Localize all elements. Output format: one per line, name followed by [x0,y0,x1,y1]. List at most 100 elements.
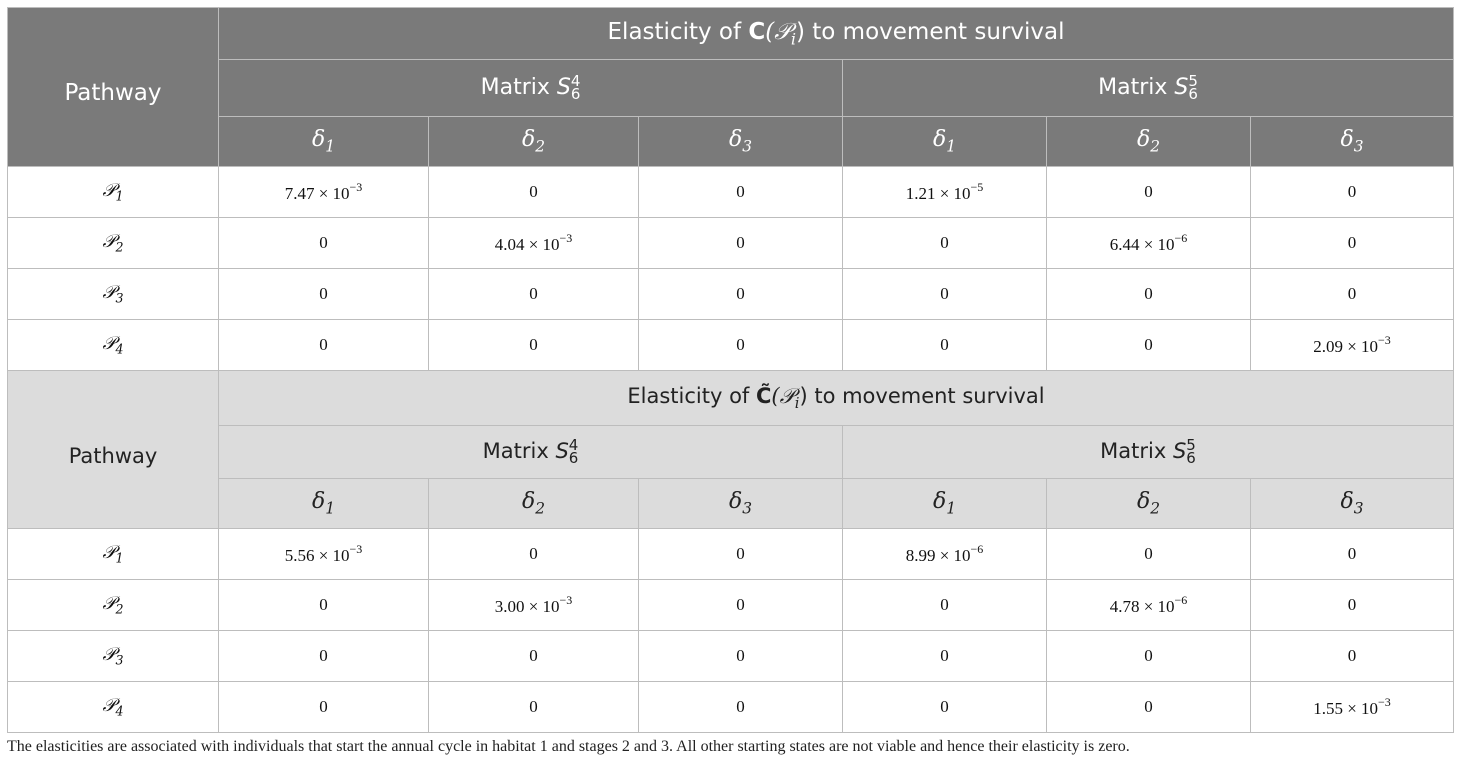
value: 0 [1347,595,1357,614]
table-row: 𝒫1 5.56 × 10−3 0 0 8.99 × 10−6 0 0 [7,528,1455,580]
delta-symbol: δ [932,127,947,153]
delta-symbol: δ [1340,489,1354,515]
delta-symbol: δ [311,489,326,515]
value-cell: 0 [638,166,843,218]
value-cell: 0 [638,579,843,631]
value: 0 [319,646,328,665]
value-mantissa: 6.44 × 10 [1109,235,1175,254]
table-row: 𝒫3 0 0 0 0 0 0 [7,268,1455,320]
value: 0 [736,233,745,252]
matrix-subscript: 6 [568,449,579,467]
value: 0 [940,233,949,252]
value: 0 [1347,646,1357,665]
value: 0 [1347,284,1357,303]
value: 0 [940,595,949,614]
table-title: Elasticity of C̃(𝒫i) to movement surviva… [217,370,1455,426]
value-exponent: −5 [970,180,984,194]
pathway-header: Pathway [7,7,219,167]
matrix-symbol: S [1174,75,1189,100]
delta-symbol: δ [1136,127,1151,153]
value: 0 [529,646,538,665]
value-cell: 0 [428,681,639,733]
delta-subscript: 1 [946,137,957,156]
table-row: 𝒫2 0 3.00 × 10−3 0 0 4.78 × 10−6 0 [7,579,1455,631]
value: 0 [940,697,949,716]
matrix-symbol: S [555,439,569,463]
value: 0 [1144,697,1153,716]
value: 0 [736,697,745,716]
elasticity-table: Pathway Elasticity of C(𝒫i) to movement s… [7,7,1455,733]
pathway-subscript: 4 [115,341,124,357]
value: 0 [736,335,745,354]
pathway-subscript: 2 [115,239,124,255]
value: 0 [940,284,949,303]
value-exponent: −6 [1174,231,1188,245]
matrix-superscript: 5 [1188,72,1198,90]
value: 0 [1347,233,1357,252]
pathway-cell: 𝒫2 [7,217,219,269]
value-exponent: −3 [559,231,573,245]
delta-header: δ3 [638,116,843,167]
delta-header: δ1 [842,478,1047,529]
value: 0 [319,697,328,716]
value-cell: 0 [638,528,843,580]
value-mantissa: 7.47 × 10 [284,184,350,203]
value-cell: 4.04 × 10−3 [428,217,639,269]
pathway-symbol: 𝒫 [102,282,116,304]
delta-subscript: 2 [1150,499,1161,518]
table-row: 𝒫4 0 0 0 0 0 2.09 × 10−3 [7,319,1455,371]
delta-subscript: 2 [535,499,546,518]
pathway-cell: 𝒫2 [7,579,219,631]
table-row: 𝒫2 0 4.04 × 10−3 0 0 6.44 × 10−6 0 [7,217,1455,269]
title-argument-subscript: i [794,395,800,413]
value-cell: 7.47 × 10−3 [218,166,429,218]
value-mantissa: 3.00 × 10 [494,597,560,616]
value-cell: 0 [1249,268,1455,320]
pathway-cell: 𝒫1 [7,528,219,580]
value-cell: 0 [842,268,1047,320]
matrix-label: Matrix [480,75,557,100]
value-cell: 0 [218,681,429,733]
delta-header: δ1 [218,478,429,529]
delta-symbol: δ [932,489,947,515]
value-cell: 0 [842,630,1047,682]
pathway-subscript: 1 [115,550,124,566]
value-exponent: −6 [1174,593,1188,607]
value-cell: 4.78 × 10−6 [1046,579,1251,631]
value-exponent: −6 [970,542,984,556]
value: 0 [736,544,745,563]
value-cell: 0 [1046,166,1251,218]
table-footnote: The elasticities are associated with ind… [7,738,1130,755]
value: 0 [940,646,949,665]
delta-symbol: δ [521,489,536,515]
value-cell: 0 [842,579,1047,631]
delta-subscript: 3 [742,137,753,156]
pathway-symbol: 𝒫 [102,333,116,355]
pathway-cell: 𝒫4 [7,319,219,371]
value: 0 [1144,646,1153,665]
value-cell: 0 [218,319,429,371]
value-mantissa: 4.78 × 10 [1109,597,1175,616]
pathway-symbol: 𝒫 [102,180,116,202]
value: 0 [1144,335,1153,354]
value: 0 [1144,182,1153,201]
delta-subscript: 1 [325,137,336,156]
title-suffix: ) to movement survival [799,383,1045,408]
value: 0 [1144,284,1153,303]
delta-header: δ2 [428,116,639,167]
delta-header: δ3 [1249,478,1455,529]
value-cell: 0 [218,217,429,269]
pathway-symbol: 𝒫 [102,593,116,615]
title-suffix: ) to movement survival [796,18,1065,45]
delta-subscript: 1 [325,499,336,518]
value-exponent: −3 [1378,333,1391,347]
delta-header: δ2 [428,478,639,529]
delta-header: δ1 [842,116,1047,167]
